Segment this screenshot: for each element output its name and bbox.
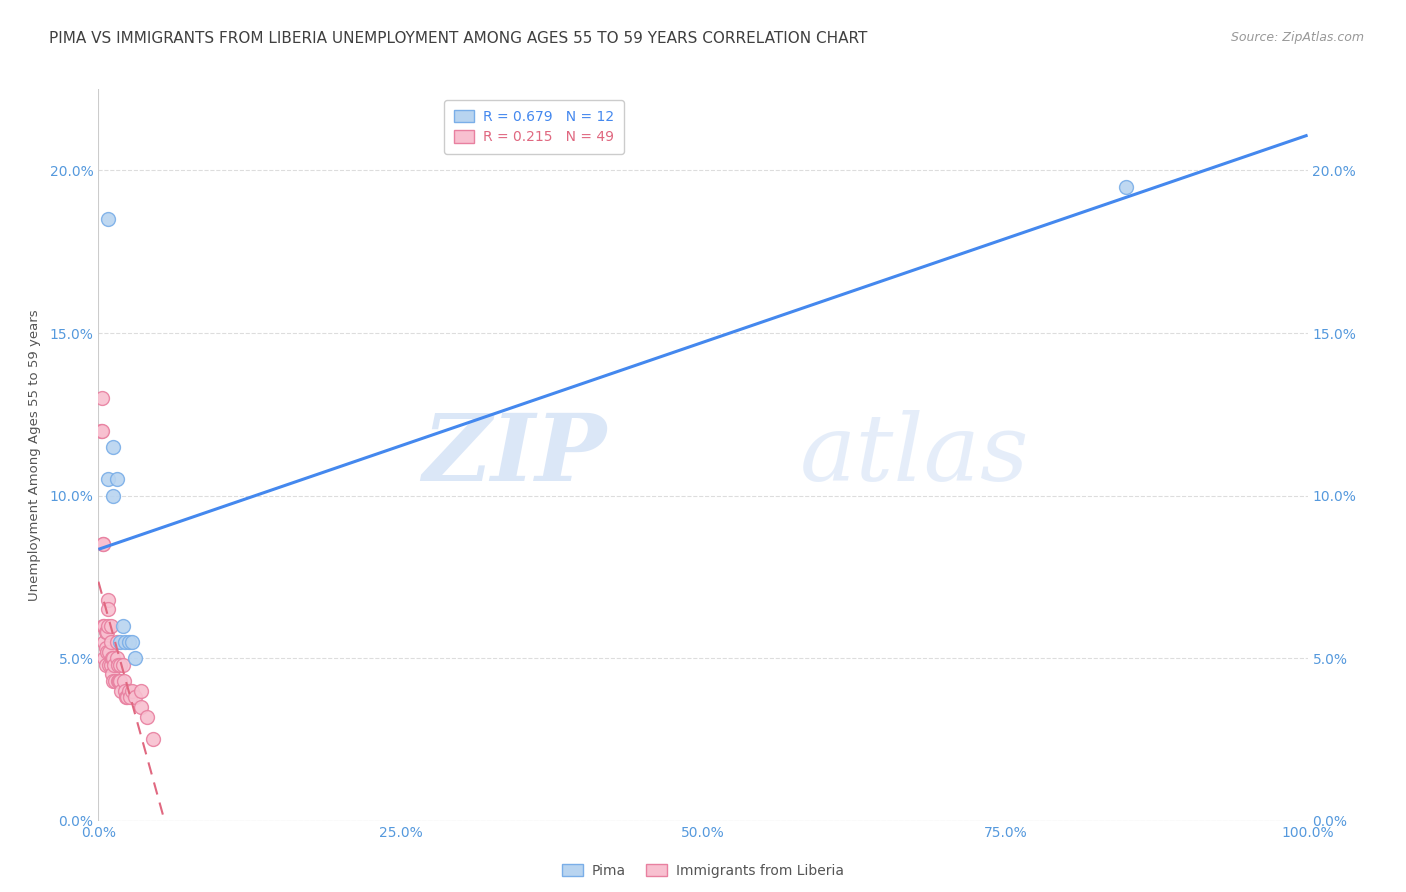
Point <box>97 212 120 227</box>
Point <box>100 657 122 672</box>
Text: Source: ZipAtlas.com: Source: ZipAtlas.com <box>1230 31 1364 45</box>
Point <box>107 657 129 672</box>
Point <box>118 635 141 649</box>
Point <box>96 644 118 658</box>
Point <box>129 699 152 714</box>
Point <box>93 651 115 665</box>
Point <box>107 673 129 688</box>
Point <box>91 618 114 632</box>
Point <box>91 391 114 405</box>
Point <box>121 683 143 698</box>
Point <box>100 667 122 681</box>
Point <box>112 673 135 688</box>
Point <box>97 472 120 486</box>
Point <box>135 709 157 723</box>
Text: ZIP: ZIP <box>422 410 606 500</box>
Point <box>110 683 132 698</box>
Point <box>100 618 122 632</box>
Point <box>142 732 165 747</box>
Point <box>108 673 131 688</box>
Point <box>90 424 112 438</box>
Point <box>114 683 136 698</box>
Point <box>91 537 114 551</box>
Point <box>108 673 131 688</box>
Point <box>94 641 117 656</box>
Legend: Pima, Immigrants from Liberia: Pima, Immigrants from Liberia <box>557 858 849 883</box>
Point <box>101 489 124 503</box>
Point <box>97 602 120 616</box>
Point <box>115 690 138 705</box>
Point <box>124 651 146 665</box>
Point <box>105 472 128 486</box>
Text: atlas: atlas <box>800 410 1029 500</box>
Point <box>94 657 117 672</box>
Point <box>111 657 134 672</box>
Point <box>1115 179 1137 194</box>
Point <box>114 635 136 649</box>
Point <box>108 657 131 672</box>
Point <box>93 635 115 649</box>
Point <box>100 635 122 649</box>
Point <box>118 690 141 705</box>
Point <box>97 618 120 632</box>
Point <box>96 625 118 640</box>
Point <box>94 625 117 640</box>
Point <box>97 592 120 607</box>
Point <box>100 651 122 665</box>
Point <box>91 537 114 551</box>
Point <box>101 673 124 688</box>
Point <box>124 690 146 705</box>
Point <box>101 440 124 454</box>
Point <box>93 618 115 632</box>
Point <box>111 618 134 632</box>
Point <box>98 644 121 658</box>
Point <box>105 635 128 649</box>
Point <box>103 657 125 672</box>
Point <box>104 673 127 688</box>
Legend: R = 0.679   N = 12, R = 0.215   N = 49: R = 0.679 N = 12, R = 0.215 N = 49 <box>444 100 624 154</box>
Point <box>118 683 141 698</box>
Point <box>91 424 114 438</box>
Y-axis label: Unemployment Among Ages 55 to 59 years: Unemployment Among Ages 55 to 59 years <box>28 310 41 600</box>
Text: PIMA VS IMMIGRANTS FROM LIBERIA UNEMPLOYMENT AMONG AGES 55 TO 59 YEARS CORRELATI: PIMA VS IMMIGRANTS FROM LIBERIA UNEMPLOY… <box>49 31 868 46</box>
Point <box>101 651 124 665</box>
Point <box>121 635 143 649</box>
Point <box>105 651 128 665</box>
Point <box>117 690 139 705</box>
Point <box>108 635 131 649</box>
Point <box>98 657 121 672</box>
Point <box>129 683 152 698</box>
